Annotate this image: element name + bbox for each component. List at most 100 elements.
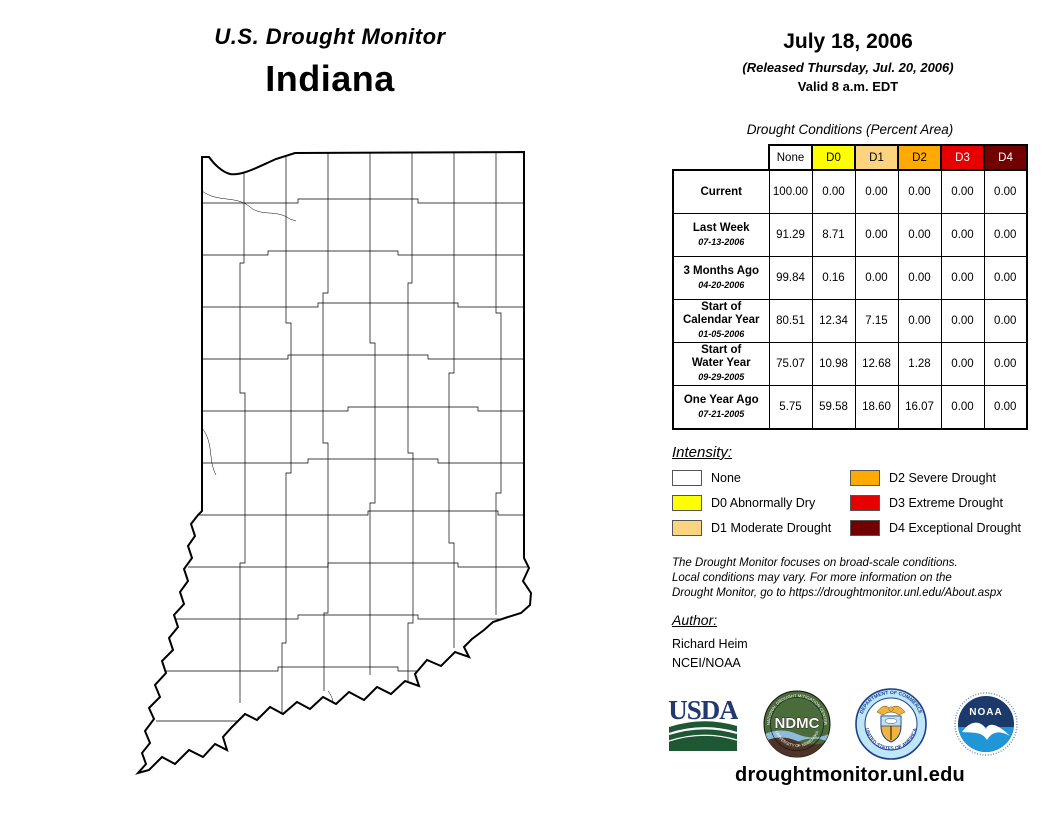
value-cell: 80.51 bbox=[768, 299, 813, 343]
ndmc-logo-icon: NDMC NATIONAL DROUGHT MITIGATION CENTER … bbox=[763, 690, 831, 758]
value-cell: 0.00 bbox=[854, 256, 899, 300]
column-header-d4: D4 bbox=[983, 144, 1028, 171]
value-cell: 0.00 bbox=[983, 169, 1028, 214]
value-cell: 0.00 bbox=[940, 342, 985, 386]
legend-item: D2 Severe Drought bbox=[850, 470, 1021, 486]
noaa-logo-icon: NOAA bbox=[952, 691, 1019, 757]
disclaimer: The Drought Monitor focuses on broad-sca… bbox=[672, 556, 1042, 601]
value-cell: 8.71 bbox=[811, 213, 856, 257]
legend-item: D3 Extreme Drought bbox=[850, 495, 1021, 511]
value-cell: 0.00 bbox=[811, 169, 856, 214]
row-date: 01-05-2006 bbox=[698, 329, 745, 339]
legend-label: D2 Severe Drought bbox=[889, 471, 997, 485]
author-block: Author: Richard Heim NCEI/NOAA bbox=[672, 612, 748, 670]
value-cell: 0.00 bbox=[940, 169, 985, 214]
value-cell: 0.00 bbox=[854, 213, 899, 257]
table-row: Last Week 07-13-2006 91.29 8.71 0.00 0.00 0.00… bbox=[672, 213, 1028, 257]
disclaimer-line: Drought Monitor, go to https://droughtmo… bbox=[672, 587, 1003, 599]
value-cell: 0.00 bbox=[897, 256, 942, 300]
table-row: Start of Water Year 09-29-2005 75.07 10.98 12… bbox=[672, 342, 1028, 386]
value-cell: 16.07 bbox=[897, 385, 942, 430]
noaa-logo-text: NOAA bbox=[969, 707, 1002, 718]
legend-label: D4 Exceptional Drought bbox=[889, 521, 1022, 535]
author-name: Richard Heim bbox=[672, 637, 748, 651]
value-cell: 0.00 bbox=[940, 385, 985, 430]
website-url: droughtmonitor.unl.edu bbox=[735, 764, 965, 786]
disclaimer-line: Local conditions may vary. For more info… bbox=[672, 572, 952, 584]
legend-swatch bbox=[672, 520, 702, 536]
column-header-d1: D1 bbox=[854, 144, 899, 171]
row-date: 04-20-2006 bbox=[698, 279, 745, 290]
author-org: NCEI/NOAA bbox=[672, 656, 741, 670]
legend-item: D1 Moderate Drought bbox=[672, 520, 850, 536]
row-label: 3 Months Ago 04-20-2006 bbox=[672, 256, 770, 300]
date-block: July 18, 2006 (Released Thursday, Jul. 2… bbox=[678, 30, 1018, 94]
legend-grid: None D0 Abnormally Dry D1 Moderate Drought… bbox=[672, 470, 1034, 536]
drought-conditions-table: None D0 D1 D2 D3 D4 Current 100.00 0.00 0.00 0.00… bbox=[672, 144, 1028, 430]
table-title: Drought Conditions (Percent Area) bbox=[746, 122, 954, 137]
corner-cell bbox=[673, 145, 769, 170]
title-block: U.S. Drought Monitor Indiana bbox=[100, 24, 560, 100]
usda-logo-text: USDA bbox=[668, 695, 738, 725]
value-cell: 75.07 bbox=[768, 342, 813, 386]
value-cell: 12.34 bbox=[811, 299, 856, 343]
value-cell: 59.58 bbox=[811, 385, 856, 430]
legend-swatch bbox=[672, 495, 702, 511]
intensity-legend: Intensity: None D0 Abnormally Dry D1 Moder… bbox=[672, 444, 1034, 536]
legend-item: None bbox=[672, 470, 850, 486]
table-row: Start of Calendar Year 01-05-2006 80.51 12.3… bbox=[672, 299, 1028, 343]
legend-swatch bbox=[850, 495, 880, 511]
value-cell: 7.15 bbox=[854, 299, 899, 343]
value-cell: 0.00 bbox=[983, 342, 1028, 386]
value-cell: 10.98 bbox=[811, 342, 856, 386]
value-cell: 18.60 bbox=[854, 385, 899, 430]
drought-table-body: Current 100.00 0.00 0.00 0.00 0.00 0.00 Last We… bbox=[672, 169, 1028, 430]
released-date: (Released Thursday, Jul. 20, 2006) bbox=[742, 60, 954, 75]
commerce-shield-icon bbox=[880, 715, 902, 743]
value-cell: 0.00 bbox=[983, 256, 1028, 300]
value-cell: 0.00 bbox=[940, 299, 985, 343]
column-header-d3: D3 bbox=[940, 144, 985, 171]
legend-label: D3 Extreme Drought bbox=[889, 496, 1003, 510]
value-cell: 91.29 bbox=[768, 213, 813, 257]
row-label: Last Week 07-13-2006 bbox=[672, 213, 770, 257]
value-cell: 0.00 bbox=[983, 213, 1028, 257]
value-cell: 0.00 bbox=[983, 299, 1028, 343]
state-outline bbox=[135, 150, 533, 775]
value-cell: 0.00 bbox=[854, 169, 899, 214]
column-header-d0: D0 bbox=[811, 144, 856, 171]
value-cell: 0.00 bbox=[940, 213, 985, 257]
value-cell: 1.28 bbox=[897, 342, 942, 386]
commerce-seal-icon: DEPARTMENT OF COMMERCE UNITED STATES OF … bbox=[855, 688, 928, 760]
row-date: 07-21-2005 bbox=[698, 408, 745, 419]
legend-swatch bbox=[850, 520, 880, 536]
row-label: Current bbox=[672, 169, 770, 214]
logo-row: USDA NDMC NATIONAL DROUGHT MITIGATION CE… bbox=[668, 688, 1020, 760]
row-label: Start of Calendar Year 01-05-2006 bbox=[672, 299, 770, 343]
legend-item: D0 Abnormally Dry bbox=[672, 495, 850, 511]
table-row: One Year Ago 07-21-2005 5.75 59.58 18.60 16.0… bbox=[672, 385, 1028, 430]
value-cell: 100.00 bbox=[768, 169, 813, 214]
column-header-d2: D2 bbox=[897, 144, 942, 171]
value-cell: 5.75 bbox=[768, 385, 813, 430]
value-cell: 0.00 bbox=[897, 169, 942, 214]
disclaimer-line: The Drought Monitor focuses on broad-sca… bbox=[672, 557, 958, 569]
row-date: 07-13-2006 bbox=[698, 236, 745, 247]
row-label: Start of Water Year 09-29-2005 bbox=[672, 342, 770, 386]
value-cell: 0.00 bbox=[983, 385, 1028, 430]
value-cell: 12.68 bbox=[854, 342, 899, 386]
map-svg bbox=[135, 150, 533, 775]
legend-swatch bbox=[850, 470, 880, 486]
drought-table-head-row: None D0 D1 D2 D3 D4 bbox=[673, 144, 1028, 171]
usda-logo-icon: USDA bbox=[668, 695, 738, 751]
legend-label: None bbox=[711, 471, 741, 485]
legend-label: D1 Moderate Drought bbox=[711, 521, 832, 535]
page-title: U.S. Drought Monitor bbox=[214, 24, 446, 49]
state-shape bbox=[138, 152, 531, 773]
legend-column-right: D2 Severe Drought D3 Extreme Drought D4 Ex… bbox=[850, 470, 1021, 536]
legend-item: D4 Exceptional Drought bbox=[850, 520, 1021, 536]
table-row: 3 Months Ago 04-20-2006 99.84 0.16 0.00 0.00 0… bbox=[672, 256, 1028, 300]
legend-column-left: None D0 Abnormally Dry D1 Moderate Drought bbox=[672, 470, 850, 536]
ndmc-logo-text: NDMC bbox=[774, 715, 819, 732]
